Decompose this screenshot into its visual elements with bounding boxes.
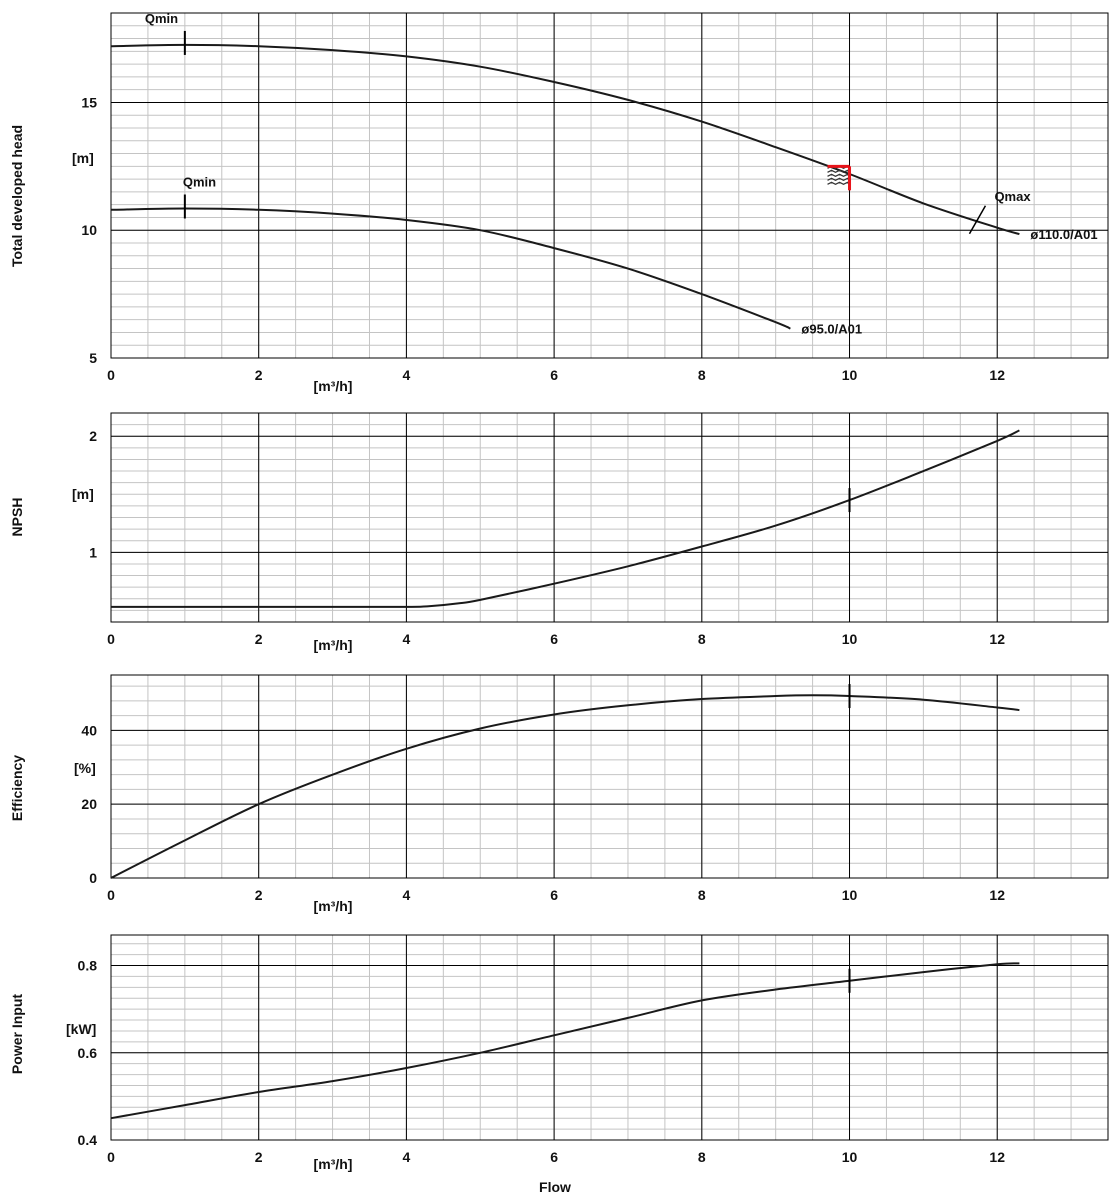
npsh-x-unit: [m³/h] [314,637,353,653]
head-y-unit: [m] [72,150,94,166]
power-x-tick-label: 4 [403,1149,411,1165]
npsh-x-tick-label: 8 [698,631,706,647]
head-y-tick-label: 15 [81,94,97,110]
npsh-x-tick-label: 2 [255,631,263,647]
efficiency-plot-frame [110,674,1109,879]
duty-point-hatch [827,173,850,178]
power-x-tick-label: 10 [842,1149,858,1165]
npsh-x-tick-label: 10 [842,631,858,647]
efficiency-x-tick-label: 2 [255,887,263,903]
head-axis-labels: 0 2 4 6 8 10 12 5 10 15 [81,94,1005,383]
npsh-curve-1 [110,429,1020,608]
head-grid [110,12,1109,359]
head-curve-label: ø110.0/A01 [1030,227,1097,242]
head-axis-title: Total developed head [9,125,25,267]
head-y-tick-label: 10 [81,222,97,238]
power-x-tick-label: 8 [698,1149,706,1165]
head-x-tick-label: 0 [107,367,115,383]
power-axis-labels: 0 2 4 6 8 10 12 0.4 0.6 0.8 [78,958,1006,1165]
head-x-tick-label: 4 [403,367,411,383]
head-x-tick-label: 2 [255,367,263,383]
duty-point-marker [827,164,852,191]
efficiency-axis-title: Efficiency [9,755,25,821]
npsh-plot-frame [110,412,1109,623]
efficiency-x-tick-label: 4 [403,887,411,903]
power-x-tick-label: 12 [989,1149,1005,1165]
power-grid [110,934,1109,1141]
head-curve-1 [110,43,1020,236]
efficiency-curve-1 [110,694,1020,879]
efficiency-y-tick-label: 20 [81,796,97,812]
head-curve-2 [110,207,791,330]
npsh-y-tick-label: 2 [89,428,97,444]
npsh-y-tick-label: 1 [89,544,97,560]
npsh-y-unit: [m] [72,486,94,502]
power-x-tick-label: 2 [255,1149,263,1165]
efficiency-y-tick-label: 40 [81,722,97,738]
power-plot-frame [110,934,1109,1141]
flow-axis-title: Flow [539,1179,571,1195]
qmin-label: Qmin [183,175,216,190]
efficiency-panel: 0 2 4 6 8 10 12 0 20 40 Efficiency [%] [m³/h] [9,674,1109,914]
qmin-label: Qmin [145,11,178,26]
head-curves [110,43,1020,330]
npsh-x-tick-label: 6 [550,631,558,647]
power-curve-1 [110,962,1020,1120]
efficiency-axis-labels: 0 2 4 6 8 10 12 0 20 40 [81,722,1005,903]
efficiency-plot-area [111,675,1108,878]
head-x-tick-label: 6 [550,367,558,383]
head-panel: ø110.0/A01 ø95.0/A01 Qmin Qmin Qmax 0 2 4 6 8 10 1… [9,11,1109,394]
duty-point-hatch [827,181,850,186]
npsh-x-tick-label: 12 [989,631,1005,647]
head-annotations: ø110.0/A01 ø95.0/A01 Qmin Qmin Qmax [145,11,1098,337]
power-panel: 0 2 4 6 8 10 12 0.4 0.6 0.8 Power Input [kW] [m³/… [9,934,1109,1172]
head-x-unit: [m³/h] [314,378,353,394]
power-x-tick-label: 0 [107,1149,115,1165]
efficiency-x-unit: [m³/h] [314,898,353,914]
head-plot-frame [110,12,1109,359]
efficiency-x-tick-label: 6 [550,887,558,903]
efficiency-x-tick-label: 0 [107,887,115,903]
power-y-tick-label: 0.8 [78,958,98,974]
npsh-grid [110,412,1109,623]
head-plot-area [111,13,1108,358]
efficiency-grid [110,674,1109,879]
power-x-unit: [m³/h] [314,1156,353,1172]
efficiency-y-tick-label: 0 [89,870,97,886]
power-y-tick-label: 0.4 [78,1132,98,1148]
power-curves [110,962,1020,1120]
head-x-tick-label: 12 [989,367,1005,383]
qmax-tick [968,205,987,235]
npsh-x-tick-label: 0 [107,631,115,647]
efficiency-x-tick-label: 8 [698,887,706,903]
efficiency-x-tick-label: 10 [842,887,858,903]
efficiency-y-unit: [%] [74,760,96,776]
efficiency-x-tick-label: 12 [989,887,1005,903]
npsh-curves [110,429,1020,608]
power-y-unit: [kW] [66,1021,96,1037]
head-x-tick-label: 8 [698,367,706,383]
duty-point-hatch [827,177,850,182]
head-curve-label: ø95.0/A01 [801,322,862,337]
power-x-tick-label: 6 [550,1149,558,1165]
duty-point-hatch [827,169,850,174]
npsh-axis-title: NPSH [9,498,25,537]
head-x-tick-label: 10 [842,367,858,383]
power-axis-title: Power Input [9,994,25,1074]
qmax-label: Qmax [994,189,1031,204]
npsh-x-tick-label: 4 [403,631,411,647]
power-y-tick-label: 0.6 [78,1045,98,1061]
efficiency-curves [110,694,1020,879]
head-y-tick-label: 5 [89,350,97,366]
